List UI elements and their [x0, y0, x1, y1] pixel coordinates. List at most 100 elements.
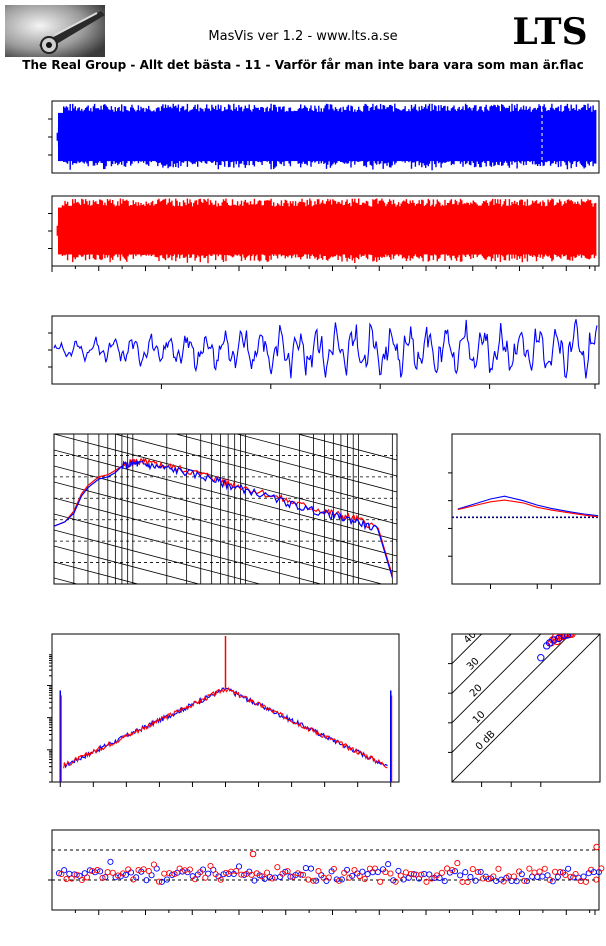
- peakrms-blue-point: [550, 636, 558, 644]
- shortcrest-red-point: [233, 867, 240, 875]
- shortcrest-red-point: [392, 878, 399, 885]
- shortcrest-outlier-point: [593, 843, 600, 851]
- peakrms-plot-frame: [451, 633, 601, 783]
- shortcrest-red-point: [500, 878, 507, 885]
- shortcrest-red-point: [366, 865, 373, 872]
- shortcrest-red-point: [433, 872, 440, 879]
- shortcrest-red-point: [485, 876, 492, 883]
- shortcrest-blue-point: [539, 873, 546, 880]
- shortcrest-blue-point: [307, 865, 315, 872]
- peakrms-diag-label: 0 dB: [474, 729, 498, 753]
- shortcrest-red-point: [264, 869, 271, 876]
- spectrum-slope-line: [54, 449, 397, 541]
- shortcrest-red-point: [341, 869, 348, 876]
- peakrms-diag-label: 40: [462, 629, 479, 646]
- shortcrest-blue-point: [127, 869, 135, 876]
- shortcrest-red-point: [428, 875, 435, 882]
- shortcrest-red-point: [588, 866, 595, 873]
- shortcrest-blue-point: [544, 872, 551, 879]
- peakrms-diag-line: [452, 634, 600, 782]
- crest-plot-frame: [451, 433, 601, 585]
- app-title: MasVis ver 1.2 - www.lts.a.se: [208, 29, 397, 44]
- shortcrest-blue-point: [451, 868, 459, 875]
- crest-red-line: [457, 499, 599, 518]
- shortcrest-red-point: [68, 875, 75, 882]
- shortcrest-red-point: [546, 876, 553, 883]
- shortcrest-blue-point: [163, 876, 171, 883]
- shortcrest-red-point: [156, 878, 163, 885]
- spectrum-blue-line: [54, 458, 393, 578]
- peakrms-diag-label: 20: [468, 683, 485, 700]
- shortcrest-red-point: [84, 874, 91, 881]
- peakrms-blue-point: [554, 634, 563, 643]
- left-waveform-core: [58, 112, 595, 162]
- shortcrest-red-point: [444, 865, 451, 872]
- shortcrest-red-point: [536, 868, 543, 875]
- shortcrest-red-point: [474, 869, 481, 876]
- shortcrest-red-point: [397, 872, 404, 879]
- shortcrest-red-point: [58, 870, 65, 877]
- shortcrest-red-point: [120, 870, 127, 877]
- shortcrest-blue-point: [313, 877, 320, 884]
- shortcrest-red-point: [336, 877, 343, 884]
- shortcrest-red-point: [63, 876, 70, 883]
- shortcrest-red-point: [521, 877, 528, 884]
- shortcrest-red-point: [572, 870, 579, 878]
- shortcrest-red-point: [217, 876, 224, 883]
- shortcrest-blue-point: [410, 871, 417, 878]
- shortcrest-red-point: [176, 865, 183, 872]
- shortcrest-red-point: [125, 866, 132, 873]
- file-title: The Real Group - Allt det bästa - 11 - V…: [22, 58, 583, 72]
- shortcrest-blue-point: [338, 876, 345, 883]
- guitar-jack-photo-icon: [5, 5, 105, 57]
- shortcrest-red-point: [78, 876, 85, 884]
- shortcrest-red-point: [212, 871, 219, 878]
- spectrum-plot-frame: [53, 433, 398, 585]
- shortcrest-red-point: [300, 871, 307, 879]
- spectrum-slope-line: [235, 434, 397, 477]
- shortcrest-blue-point: [102, 874, 109, 881]
- shortcrest-red-point: [289, 873, 296, 880]
- shortcrest-red-point: [495, 865, 502, 872]
- shortcrest-blue-point: [148, 872, 155, 879]
- peakrms-diag-group: 40 30 20 10 0 dB: [452, 629, 600, 782]
- shortcrest-red-point: [351, 866, 358, 874]
- shortcrest-red-point: [94, 867, 101, 874]
- shortcrest-red-point: [104, 869, 111, 876]
- shortcrest-blue-point: [477, 868, 484, 875]
- shortcrest-blue-point: [565, 865, 572, 872]
- shortcrest-red-point: [330, 865, 337, 872]
- shortcrest-blue-point: [385, 861, 392, 868]
- shortcrest-red-point: [541, 865, 548, 872]
- loudest-waveform-line: [53, 319, 598, 379]
- shortcrest-red-point: [464, 878, 471, 886]
- shortcrest-red-point: [582, 878, 589, 885]
- shortcrest-blue-point: [395, 867, 402, 874]
- shortcrest-red-point: [109, 869, 116, 876]
- shortcrest-blue-point: [158, 878, 165, 885]
- shortcrest-blue-point: [374, 869, 381, 876]
- shortcrest-blue-point: [251, 877, 258, 884]
- shortcrest-red-point: [274, 864, 281, 871]
- shortcrest-red-point: [531, 869, 538, 876]
- shortcrest-red-point: [253, 870, 260, 877]
- shortcrest-blue-point: [462, 869, 469, 876]
- shortcrest-red-point: [593, 876, 600, 883]
- shortcrest-red-point: [438, 869, 445, 876]
- spectrum-slope-line: [54, 561, 140, 584]
- shortcrest-outlier-point: [249, 850, 257, 858]
- shortcrest-red-point: [372, 865, 379, 872]
- brand-logo-text: LTS: [512, 11, 587, 53]
- shortcrest-red-point: [516, 868, 523, 875]
- spectrum-slope-line: [54, 481, 397, 573]
- shortcrest-blue-point: [523, 877, 531, 885]
- peakrms-blue-point: [537, 653, 545, 662]
- spectrum-slope-line: [54, 497, 384, 584]
- shortcrest-red-point: [490, 873, 497, 880]
- shortcrest-red-point: [171, 870, 178, 878]
- spectrum-slope-line: [113, 434, 397, 509]
- shortcrest-red-point: [310, 877, 317, 884]
- spectrum-slope-line: [174, 434, 397, 493]
- shortcrest-blue-point: [107, 858, 114, 865]
- shortcrest-red-point: [202, 874, 209, 881]
